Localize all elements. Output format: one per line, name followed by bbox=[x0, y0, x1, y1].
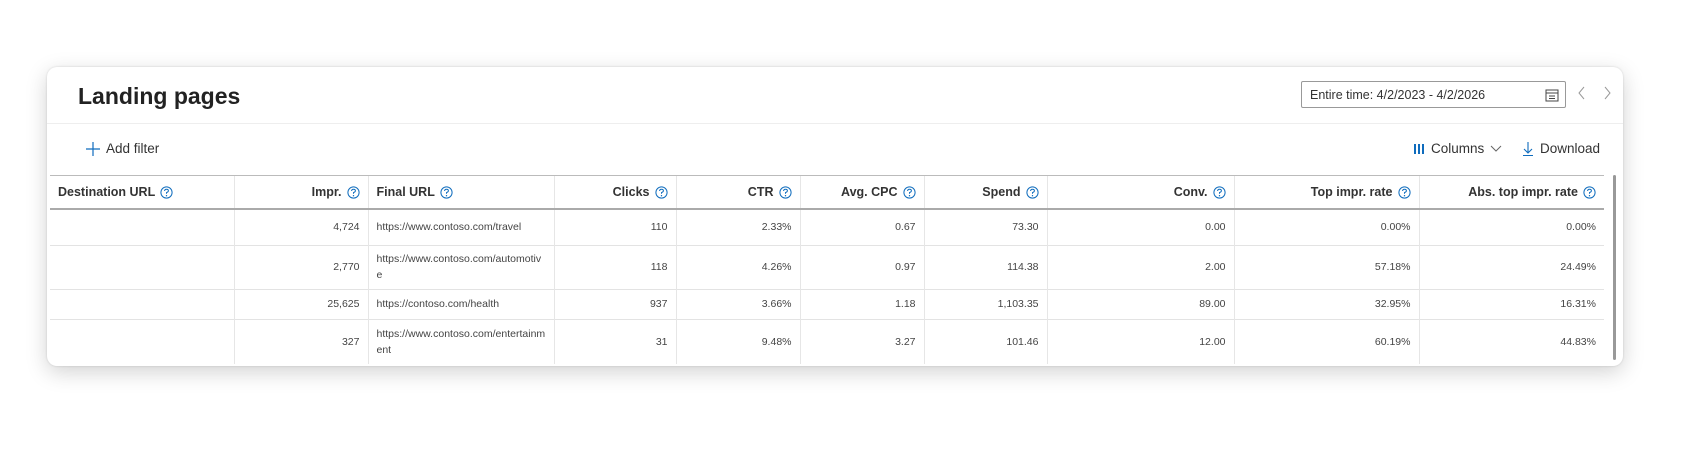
help-icon[interactable] bbox=[1583, 186, 1596, 199]
final-url-cell: https://www.contoso.com/entertainment bbox=[367, 318, 554, 364]
column-header[interactable]: CTR bbox=[675, 175, 800, 210]
metric-cell: 1,103.35 bbox=[923, 288, 1047, 319]
download-icon bbox=[1523, 141, 1533, 156]
metric-cell: 2,770 bbox=[233, 244, 368, 289]
add-filter-label: Add filter bbox=[106, 141, 160, 156]
metric-cell: 73.30 bbox=[923, 208, 1047, 245]
metric-cell: 937 bbox=[553, 288, 676, 319]
column-header-label: CTR bbox=[747, 185, 774, 199]
metric-cell: 118 bbox=[553, 244, 676, 289]
destination-url-cell bbox=[50, 288, 234, 319]
column-header[interactable]: Clicks bbox=[553, 175, 676, 210]
header-row: Destination URL Impr. Final URL Clicks CTR Av… bbox=[50, 175, 1604, 210]
destination-url-cell bbox=[50, 244, 234, 289]
help-icon[interactable] bbox=[902, 186, 916, 199]
column-header[interactable]: Top impr. rate bbox=[1233, 175, 1419, 210]
columns-icon bbox=[1414, 143, 1424, 154]
help-icon[interactable] bbox=[778, 186, 792, 199]
help-icon[interactable] bbox=[160, 186, 173, 199]
date-range-picker[interactable]: Entire time: 4/2/2023 - 4/2/2026 bbox=[1301, 81, 1566, 108]
date-range: Entire time: 4/2/2023 - 4/2/2026 bbox=[1310, 88, 1486, 102]
metric-cell: 3.66% bbox=[675, 288, 800, 319]
table-container: Destination URL Impr. Final URL Clicks CTR Av… bbox=[50, 175, 1604, 364]
metric-cell: 9.48% bbox=[675, 318, 800, 364]
table-row: 327 https://www.contoso.com/entertainment… bbox=[50, 318, 1604, 364]
help-icon[interactable] bbox=[1212, 186, 1226, 199]
column-header[interactable]: Avg. CPC bbox=[799, 175, 924, 210]
metric-cell: 4,724 bbox=[233, 208, 368, 245]
column-header-label: Abs. top impr. rate bbox=[1468, 185, 1578, 199]
column-header[interactable]: Abs. top impr. rate bbox=[1418, 175, 1604, 210]
column-header-label: Avg. CPC bbox=[841, 185, 898, 199]
metric-cell: 327 bbox=[233, 318, 368, 364]
metric-cell: 110 bbox=[553, 208, 676, 245]
help-icon[interactable] bbox=[654, 186, 668, 199]
columns-button[interactable]: Columns bbox=[1413, 141, 1502, 156]
help-icon[interactable] bbox=[346, 186, 360, 199]
column-header[interactable]: Final URL bbox=[367, 175, 554, 210]
next-button[interactable] bbox=[1602, 86, 1612, 100]
column-header[interactable]: Spend bbox=[923, 175, 1047, 210]
metric-cell: 101.46 bbox=[923, 318, 1047, 364]
metric-cell: 31 bbox=[553, 318, 676, 364]
column-header-label: Top impr. rate bbox=[1310, 185, 1393, 199]
help-icon[interactable] bbox=[440, 186, 453, 199]
metric-cell: 24.49% bbox=[1418, 244, 1604, 289]
metric-cell: 12.00 bbox=[1046, 318, 1234, 364]
metric-cell: 0.67 bbox=[799, 208, 924, 245]
title: Landing pages bbox=[78, 83, 241, 109]
metric-cell: 57.18% bbox=[1233, 244, 1419, 289]
metric-cell: 114.38 bbox=[923, 244, 1047, 289]
metric-cell: 25,625 bbox=[233, 288, 368, 319]
column-header-label: Conv. bbox=[1173, 185, 1208, 199]
table-row: 4,724 https://www.contoso.com/travel 110 2.… bbox=[50, 208, 1604, 245]
metric-cell: 44.83% bbox=[1418, 318, 1604, 364]
calendar-icon bbox=[1545, 89, 1559, 102]
chevron-down-icon bbox=[1490, 145, 1502, 152]
metric-cell: 0.00% bbox=[1233, 208, 1419, 245]
columns-label: Columns bbox=[1431, 141, 1485, 156]
column-header-label: Destination URL bbox=[58, 185, 156, 199]
table-row: 2,770 https://www.contoso.com/automotive 1… bbox=[50, 244, 1604, 289]
final-url-cell: https://contoso.com/health bbox=[367, 288, 554, 319]
metric-cell: 60.19% bbox=[1233, 318, 1419, 364]
metric-cell: 1.18 bbox=[799, 288, 924, 319]
metric-cell: 2.33% bbox=[675, 208, 800, 245]
final-url-cell: https://www.contoso.com/automotive bbox=[367, 244, 554, 289]
metric-cell: 4.26% bbox=[675, 244, 800, 289]
destination-url-cell bbox=[50, 208, 234, 245]
column-header-label: Impr. bbox=[311, 185, 342, 199]
column-header-label: Final URL bbox=[376, 185, 435, 199]
metric-cell: 0.00 bbox=[1046, 208, 1234, 245]
column-header-label: Spend bbox=[982, 185, 1021, 199]
add-filter-button[interactable]: Add filter bbox=[86, 141, 159, 156]
final-url-cell: https://www.contoso.com/travel bbox=[367, 208, 554, 245]
help-icon[interactable] bbox=[1025, 186, 1039, 199]
metric-cell: 3.27 bbox=[799, 318, 924, 364]
column-header[interactable]: Impr. bbox=[233, 175, 368, 210]
metric-cell: 16.31% bbox=[1418, 288, 1604, 319]
landing-pages-card: Landing pages Entire time: 4/2/2023 - 4/… bbox=[47, 67, 1623, 366]
table-body: 4,724 https://www.contoso.com/travel 110 2.… bbox=[50, 208, 1604, 364]
landing-pages-table: Destination URL Impr. Final URL Clicks CTR Av… bbox=[50, 175, 1604, 364]
table-row: 25,625 https://contoso.com/health 937 3.66%… bbox=[50, 288, 1604, 319]
divider bbox=[47, 123, 1623, 124]
column-header[interactable]: Conv. bbox=[1046, 175, 1234, 210]
metric-cell: 2.00 bbox=[1046, 244, 1234, 289]
destination-url-cell bbox=[50, 318, 234, 364]
plus-icon bbox=[86, 141, 100, 156]
help-icon[interactable] bbox=[1397, 186, 1411, 199]
metric-cell: 0.97 bbox=[799, 244, 924, 289]
metric-cell: 32.95% bbox=[1233, 288, 1419, 319]
previous-button[interactable] bbox=[1577, 86, 1587, 100]
scrollbar[interactable] bbox=[1613, 175, 1616, 360]
download-label: Download bbox=[1540, 141, 1601, 156]
download-button[interactable]: Download bbox=[1522, 141, 1600, 156]
metric-cell: 0.00% bbox=[1418, 208, 1604, 245]
metric-cell: 89.00 bbox=[1046, 288, 1234, 319]
column-header-label: Clicks bbox=[612, 185, 650, 199]
column-header[interactable]: Destination URL bbox=[50, 175, 234, 210]
